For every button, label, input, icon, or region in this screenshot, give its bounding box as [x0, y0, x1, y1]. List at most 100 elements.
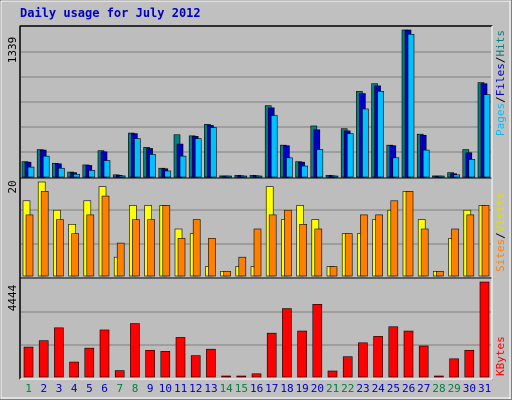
x-tick-label-14: 14 — [220, 382, 234, 395]
x-tick-label-1: 1 — [25, 382, 32, 395]
x-tick-label-12: 12 — [189, 382, 202, 395]
bar-kbytes-day-4: KBytes 4: 700 — [69, 361, 79, 378]
x-tick-label-4: 4 — [71, 382, 78, 395]
bar-sites-day-23: Sites 23: 13 — [360, 214, 368, 277]
middle-max-label: 20 — [6, 180, 19, 193]
bar-pages-day-1: Pages 1: 90 — [27, 166, 35, 178]
bar-sites-day-26: Sites 26: 18 — [405, 191, 414, 277]
bar-sites-day-1: Sites 1: 13 — [25, 214, 34, 277]
bar-kbytes-day-20: KBytes 20: 3400 — [312, 304, 323, 378]
bar-sites-day-20: Sites 20: 10 — [314, 228, 323, 277]
bar-kbytes-day-8: KBytes 8: 2500 — [130, 323, 140, 378]
bar-kbytes-day-21: KBytes 21: 280 — [327, 370, 338, 378]
bar-pages-day-23: Pages 23: 620 — [362, 108, 369, 178]
x-tick-label-11: 11 — [174, 382, 187, 395]
bar-pages-day-24: Pages 24: 780 — [377, 91, 384, 178]
bar-pages-day-18: Pages 18: 175 — [286, 157, 293, 178]
bar-kbytes-day-13: KBytes 13: 1300 — [206, 348, 216, 378]
bar-pages-day-11: Pages 11: 190 — [179, 155, 187, 178]
bar-sites-day-7: Sites 7: 7 — [116, 242, 125, 277]
bar-pages-day-4: Pages 4: 25 — [73, 173, 80, 178]
bar-sites-day-2: Sites 2: 18 — [40, 191, 49, 277]
x-tick-label-6: 6 — [101, 382, 108, 395]
bar-pages-day-14: Pages 14: 5 — [225, 175, 232, 178]
chart-title: Daily usage for July 2012 — [20, 6, 201, 20]
x-tick-label-27: 27 — [417, 382, 430, 395]
legend-kbytes: KBytes — [494, 336, 507, 376]
bar-pages-day-28: Pages 28: 5 — [438, 175, 445, 178]
bar-kbytes-day-22: KBytes 22: 950 — [342, 356, 353, 378]
x-tick-label-10: 10 — [159, 382, 172, 395]
x-tick-label-31: 31 — [478, 382, 491, 395]
bar-pages-day-20: Pages 20: 250 — [316, 149, 324, 178]
legend-top: Pages/Files/Hits — [494, 30, 507, 136]
bar-pages-day-7: Pages 7: 10 — [118, 175, 126, 178]
bar-sites-day-31: Sites 31: 15 — [481, 205, 490, 277]
legend-files: Files — [494, 63, 507, 96]
x-tick-label-8: 8 — [132, 382, 139, 395]
bar-sites-day-21: Sites 21: 2 — [329, 266, 338, 277]
legend-sites: Sites — [494, 239, 507, 272]
bar-sites-day-30: Sites 30: 13 — [466, 214, 475, 277]
bar-sites-day-5: Sites 5: 13 — [86, 214, 95, 277]
bar-kbytes-day-29: KBytes 29: 850 — [449, 358, 459, 378]
bar-kbytes-day-23: KBytes 23: 1600 — [358, 342, 368, 378]
bottom-panel-bars: KBytes 1: 1400 KBytes 2: 1700 KBytes 3: 23… — [23, 281, 490, 378]
bar-sites-day-18: Sites 18: 14 — [284, 209, 292, 277]
bottom-max-label: 4444 — [6, 284, 19, 311]
bar-kbytes-day-16: KBytes 16: 150 — [251, 373, 262, 378]
bar-sites-day-28: Sites 28: 1 — [436, 270, 444, 277]
legend-pages: Pages — [494, 103, 507, 136]
bar-pages-day-29: Pages 29: 20 — [453, 174, 460, 178]
bar-sites-day-14: Sites 14: 1 — [223, 270, 231, 277]
x-tick-label-15: 15 — [235, 382, 248, 395]
bar-kbytes-day-3: KBytes 3: 2300 — [54, 327, 64, 378]
bar-kbytes-day-24: KBytes 24: 1900 — [373, 336, 383, 378]
bar-kbytes-day-5: KBytes 5: 1350 — [84, 347, 95, 378]
bar-kbytes-day-12: KBytes 12: 1000 — [190, 355, 201, 378]
x-tick-label-30: 30 — [463, 382, 476, 395]
top-max-label: 1339 — [6, 37, 19, 64]
x-tick-label-26: 26 — [402, 382, 415, 395]
bar-kbytes-day-1: KBytes 1: 1400 — [23, 346, 34, 378]
bar-sites-day-12: Sites 12: 12 — [192, 219, 201, 277]
bar-pages-day-13: Pages 13: 450 — [210, 127, 217, 178]
bar-pages-day-30: Pages 30: 160 — [468, 159, 476, 178]
bar-pages-day-22: Pages 22: 395 — [346, 133, 354, 178]
x-tick-label-13: 13 — [204, 382, 217, 395]
x-tick-label-16: 16 — [250, 382, 263, 395]
bar-kbytes-day-15: KBytes 15: 20 — [236, 375, 247, 378]
bar-sites-day-17: Sites 17: 13 — [268, 214, 277, 277]
bar-sites-day-22: Sites 22: 9 — [344, 233, 353, 277]
bar-pages-day-8: Pages 8: 350 — [134, 138, 141, 178]
x-tick-label-28: 28 — [432, 382, 445, 395]
bar-kbytes-day-7: KBytes 7: 300 — [114, 370, 125, 378]
bar-pages-day-15: Pages 15: 5 — [240, 175, 248, 178]
x-tick-label-2: 2 — [40, 382, 47, 395]
bar-sites-day-4: Sites 4: 9 — [71, 233, 79, 277]
x-tick-label-25: 25 — [387, 382, 400, 395]
bar-pages-day-31: Pages 31: 750 — [483, 94, 491, 178]
bar-sites-day-10: Sites 10: 15 — [162, 205, 171, 277]
bar-kbytes-day-28: KBytes 28: 20 — [434, 375, 444, 378]
x-tick-label-7: 7 — [116, 382, 123, 395]
bar-sites-day-19: Sites 19: 11 — [299, 224, 307, 277]
x-tick-label-20: 20 — [311, 382, 324, 395]
bar-kbytes-day-26: KBytes 26: 2150 — [403, 330, 414, 378]
x-tick-label-9: 9 — [147, 382, 154, 395]
bar-sites-day-16: Sites 16: 10 — [253, 228, 262, 277]
bar-sites-day-29: Sites 29: 10 — [451, 228, 459, 277]
bar-kbytes-day-2: KBytes 2: 1700 — [38, 340, 49, 378]
bar-pages-day-6: Pages 6: 150 — [103, 160, 111, 178]
bar-pages-day-26: Pages 26: 1300 — [407, 33, 415, 178]
x-tick-label-21: 21 — [326, 382, 339, 395]
x-tick-label-18: 18 — [280, 382, 293, 395]
bar-pages-day-27: Pages 27: 245 — [422, 149, 430, 178]
x-tick-label-3: 3 — [56, 382, 63, 395]
bar-pages-day-3: Pages 3: 80 — [58, 167, 65, 178]
bar-kbytes-day-31: KBytes 31: 4444 — [479, 281, 490, 378]
x-axis-tick-labels: 1 2 3 4 5 6 7 8 9 10 11 12 13 14 15 16 17 18 19 20 21 22 23 24 2… — [25, 382, 491, 395]
legend-visits: Visits — [494, 193, 507, 233]
x-tick-label-24: 24 — [372, 382, 386, 395]
